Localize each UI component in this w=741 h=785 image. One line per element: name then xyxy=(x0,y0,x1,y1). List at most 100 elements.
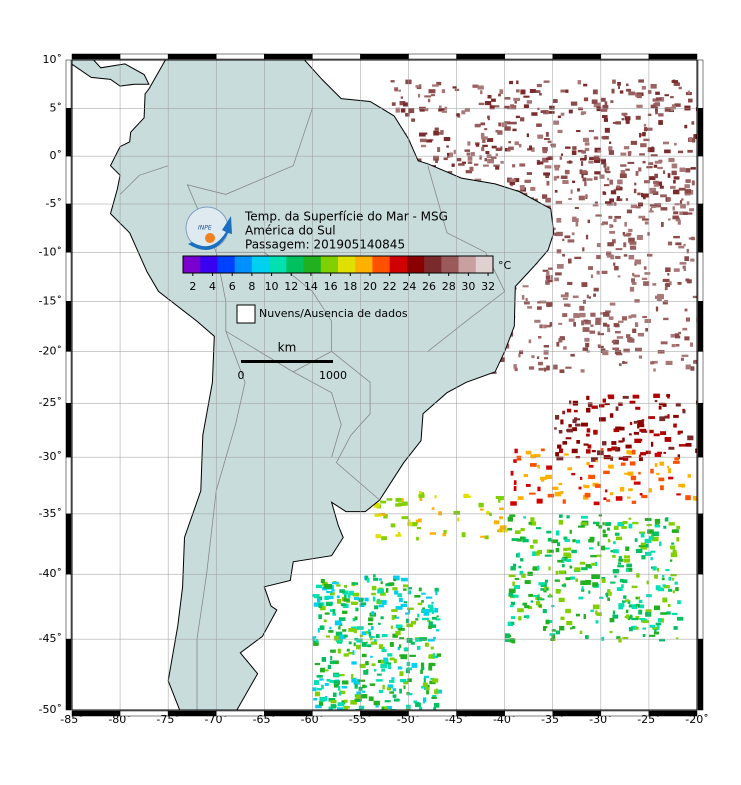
sst-pixel xyxy=(424,642,429,647)
sst-pixel xyxy=(655,585,661,591)
sst-pixel xyxy=(326,678,331,682)
colorbar-segment xyxy=(320,256,339,273)
sst-pixel xyxy=(676,525,681,530)
sst-pixel xyxy=(648,210,654,213)
frame-segment xyxy=(167,53,217,60)
sst-pixel xyxy=(424,609,430,613)
sst-pixel xyxy=(631,338,635,341)
sst-pixel xyxy=(520,558,524,562)
sst-pixel xyxy=(622,520,628,525)
sst-pixel xyxy=(512,164,516,168)
sst-pixel xyxy=(567,467,573,471)
sst-pixel xyxy=(553,120,559,125)
sst-pixel xyxy=(644,272,651,275)
sst-pixel xyxy=(519,350,524,355)
sst-pixel xyxy=(484,535,489,540)
sst-pixel xyxy=(571,232,575,236)
sst-pixel xyxy=(683,268,687,271)
sst-pixel xyxy=(611,340,616,343)
sst-pixel xyxy=(407,607,414,610)
sst-pixel xyxy=(503,105,510,109)
sst-pixel xyxy=(650,441,654,447)
sst-pixel xyxy=(624,615,628,619)
sst-pixel xyxy=(427,638,435,642)
sst-pixel xyxy=(681,483,685,488)
sst-pixel xyxy=(595,610,598,615)
sst-pixel xyxy=(551,629,556,632)
sst-pixel xyxy=(500,160,504,164)
sst-pixel xyxy=(670,574,677,577)
sst-pixel xyxy=(380,616,384,620)
sst-pixel xyxy=(428,662,436,667)
sst-pixel xyxy=(339,690,346,695)
sst-pixel xyxy=(532,539,538,544)
sst-pixel xyxy=(536,83,542,88)
sst-pixel xyxy=(524,605,530,609)
sst-pixel xyxy=(385,587,389,593)
sst-pixel xyxy=(662,301,668,305)
sst-pixel xyxy=(638,471,641,475)
sst-pixel xyxy=(464,149,470,152)
sst-pixel xyxy=(536,306,542,310)
sst-pixel xyxy=(604,101,608,106)
sst-pixel xyxy=(543,80,550,83)
sst-pixel xyxy=(403,102,408,107)
sst-pixel xyxy=(395,107,400,113)
colorbar-tick-label: 20 xyxy=(363,280,377,293)
sst-pixel xyxy=(489,105,495,110)
sst-pixel xyxy=(430,94,435,97)
sst-pixel xyxy=(662,278,670,282)
sst-pixel xyxy=(672,577,675,581)
sst-pixel xyxy=(562,441,568,445)
frame-segment xyxy=(697,456,704,515)
title-line: Passagem: 201905140845 xyxy=(245,238,405,252)
sst-pixel xyxy=(376,598,380,604)
sst-pixel xyxy=(650,154,658,157)
sst-pixel xyxy=(480,90,483,95)
sst-pixel xyxy=(562,238,565,242)
frame-segment xyxy=(65,638,72,711)
sst-pixel xyxy=(350,700,357,705)
sst-pixel xyxy=(389,642,394,647)
sst-pixel xyxy=(684,336,690,341)
sst-pixel xyxy=(603,470,610,475)
sst-pixel xyxy=(397,531,401,536)
sst-pixel xyxy=(361,690,366,693)
sst-pixel xyxy=(617,85,621,90)
sst-pixel xyxy=(382,684,385,690)
sst-pixel xyxy=(549,105,555,110)
sst-pixel xyxy=(668,576,672,581)
sst-pixel xyxy=(438,108,445,112)
sst-pixel xyxy=(608,316,614,320)
frame-segment xyxy=(456,53,505,60)
sst-pixel xyxy=(532,551,536,557)
sst-pixel xyxy=(623,361,628,364)
sst-pixel xyxy=(600,109,608,112)
sst-pixel xyxy=(470,152,475,157)
frame-segment xyxy=(648,710,698,717)
sst-pixel xyxy=(391,677,395,680)
sst-pixel xyxy=(671,163,678,169)
sst-pixel xyxy=(519,570,524,576)
sst-pixel xyxy=(499,496,504,501)
sst-pixel xyxy=(612,614,619,619)
sst-pixel xyxy=(622,360,625,364)
sst-pixel xyxy=(625,546,630,551)
sst-pixel xyxy=(613,188,616,192)
sst-pixel xyxy=(591,405,598,409)
sst-pixel xyxy=(658,402,666,406)
sst-pixel xyxy=(567,303,571,308)
sst-pixel xyxy=(560,175,568,179)
frame-segment xyxy=(312,53,361,60)
sst-pixel xyxy=(531,112,538,116)
sst-pixel xyxy=(507,527,513,531)
sst-pixel xyxy=(678,245,685,249)
sst-pixel xyxy=(572,295,579,299)
sst-pixel xyxy=(508,588,516,594)
sst-pixel xyxy=(373,577,379,581)
colorbar-tick-label: 28 xyxy=(442,280,456,293)
sst-pixel xyxy=(647,232,650,236)
sst-pixel xyxy=(608,150,615,155)
sst-pixel xyxy=(643,266,647,270)
y-tick-label: -40˚ xyxy=(39,567,62,580)
